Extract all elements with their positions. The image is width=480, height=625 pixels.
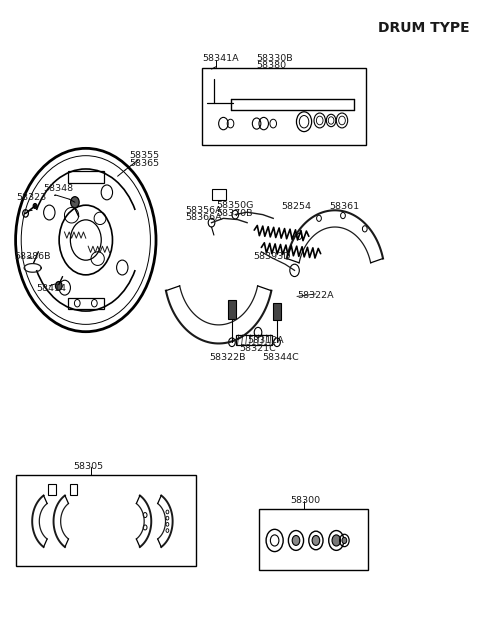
Text: 58322B: 58322B bbox=[210, 352, 246, 362]
Text: 58330B: 58330B bbox=[257, 54, 293, 63]
Bar bbox=[273, 302, 281, 320]
Circle shape bbox=[292, 536, 300, 546]
Bar bbox=[70, 484, 77, 495]
Text: 58300: 58300 bbox=[290, 496, 320, 505]
Text: 58365: 58365 bbox=[130, 159, 159, 168]
Text: 58393D: 58393D bbox=[253, 253, 291, 261]
Text: 58254: 58254 bbox=[282, 202, 312, 211]
Text: 58321C: 58321C bbox=[239, 344, 276, 353]
Text: 58414: 58414 bbox=[36, 284, 66, 294]
Bar bbox=[212, 189, 226, 200]
Text: 58386B: 58386B bbox=[14, 253, 51, 261]
Text: 58366A: 58366A bbox=[185, 213, 222, 222]
Bar bbox=[228, 300, 236, 319]
Bar bbox=[259, 509, 368, 569]
Bar bbox=[68, 171, 104, 183]
Bar bbox=[236, 335, 272, 345]
Circle shape bbox=[312, 536, 320, 546]
Circle shape bbox=[33, 204, 37, 208]
Bar bbox=[48, 484, 56, 495]
Bar bbox=[202, 68, 366, 145]
Bar bbox=[16, 475, 196, 566]
Text: 58361: 58361 bbox=[329, 202, 360, 211]
Text: 58350G: 58350G bbox=[216, 201, 253, 211]
Circle shape bbox=[342, 538, 347, 544]
Circle shape bbox=[56, 281, 62, 290]
Bar bbox=[68, 298, 104, 309]
Text: 58344C: 58344C bbox=[263, 352, 300, 362]
Text: 58355: 58355 bbox=[130, 151, 159, 160]
Circle shape bbox=[332, 535, 341, 546]
Text: 58356A: 58356A bbox=[185, 206, 222, 215]
Text: 58322A: 58322A bbox=[297, 291, 334, 299]
Text: 58305: 58305 bbox=[73, 462, 103, 471]
Text: DRUM TYPE: DRUM TYPE bbox=[379, 21, 470, 36]
Circle shape bbox=[71, 197, 79, 208]
Text: 58341A: 58341A bbox=[202, 54, 239, 63]
Text: 58380: 58380 bbox=[257, 61, 287, 70]
Text: 58348: 58348 bbox=[43, 184, 73, 193]
Text: 58323: 58323 bbox=[16, 193, 46, 202]
Text: 58370B: 58370B bbox=[216, 209, 253, 218]
Text: 58312A: 58312A bbox=[247, 336, 284, 345]
